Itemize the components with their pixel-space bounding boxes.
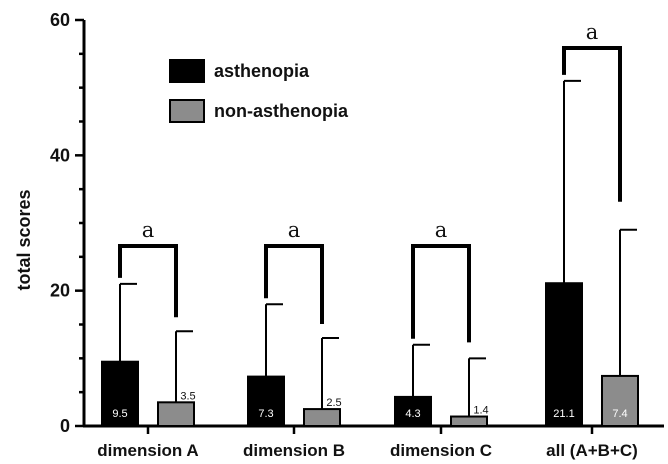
significance-bracket [118, 244, 178, 318]
bar [247, 375, 285, 427]
bar [545, 282, 583, 427]
bar [450, 415, 488, 428]
significance-label: a [586, 20, 599, 44]
data-label: 1.4 [473, 405, 488, 417]
bar [303, 408, 341, 428]
data-label: 3.5 [180, 390, 195, 402]
y-axis-title: total scores [14, 189, 34, 290]
y-tick-label: 0 [60, 416, 70, 436]
significance-bracket [411, 244, 471, 343]
data-label: 7.3 [258, 408, 273, 420]
legend: asthenopia non-asthenopia [169, 59, 349, 123]
data-label: 4.3 [405, 408, 420, 420]
data-label: 7.4 [612, 408, 627, 420]
y-tick-label: 40 [50, 145, 70, 165]
data-label: 9.5 [112, 408, 127, 420]
labels: 9.5 7.3 4.3 21.1 3.5 2.5 1.4 7.4 a a a a [112, 20, 627, 420]
x-tick-label: dimension A [97, 441, 198, 460]
x-tick-label: all (A+B+C) [546, 441, 638, 460]
legend-label: non-asthenopia [214, 101, 349, 121]
data-label: 21.1 [553, 408, 574, 420]
y-tick-label: 60 [50, 10, 70, 30]
legend-swatch [169, 59, 205, 83]
significance-bracket [562, 46, 622, 202]
legend-label: asthenopia [214, 61, 310, 81]
bars [101, 79, 639, 428]
x-tick-label: dimension B [243, 441, 345, 460]
significance-label: a [288, 218, 301, 242]
significance-label: a [435, 218, 448, 242]
x-tick-label: dimension C [390, 441, 492, 460]
data-label: 2.5 [326, 397, 341, 409]
legend-swatch [169, 99, 205, 123]
significance-label: a [142, 218, 155, 242]
significance-bracket [264, 244, 324, 325]
bar [157, 401, 195, 428]
y-tick-label: 20 [50, 281, 70, 301]
bar [601, 374, 639, 427]
